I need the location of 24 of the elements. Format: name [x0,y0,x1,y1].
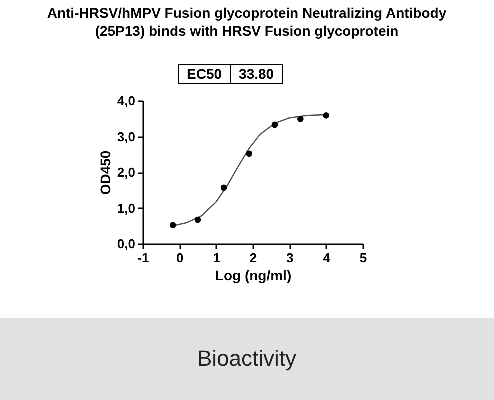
x-tick-label: -1 [138,250,150,266]
y-tick-label: 4,0 [117,94,136,108]
x-tick-label: 0 [176,250,184,266]
y-tick-label: 2,0 [117,165,136,180]
point [298,116,304,122]
x-axis-title: Log (ng/ml) [215,268,292,284]
text: Bioactivity [0,318,494,400]
chart-title: Anti-HRSV/hMPV Fusion glycoprotein Neutralizing Antibody (25P13) binds with HRSV Fusion glycoprotein [46,4,448,40]
point [170,222,176,229]
value-table: EC50 33.80 [178,64,284,84]
x-tick-label: 2 [250,250,258,266]
y-tick-label: 1,0 [117,200,136,216]
y-tick-label: 0,0 [117,236,136,252]
x-tick-label: 5 [360,250,368,266]
point [323,112,330,119]
point [194,216,202,224]
x-tick-label: 4 [323,250,332,266]
y-axis-title: OD450 [97,150,114,196]
point [272,122,278,128]
point [220,184,228,192]
x-tick-label: 1 [213,250,220,266]
point [246,150,252,158]
x-tick-label: 3 [286,250,294,266]
y-tick-label: 3,0 [117,129,136,144]
